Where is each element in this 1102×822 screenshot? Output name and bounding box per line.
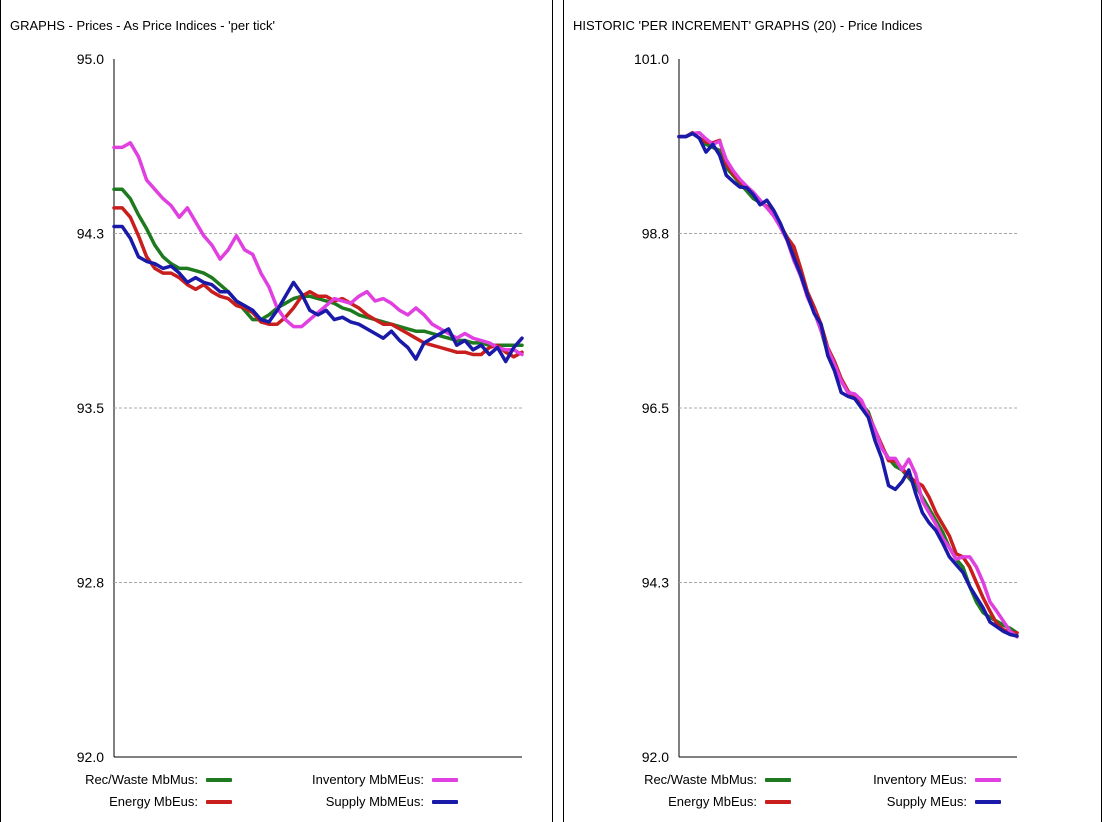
right-chart-panel: HISTORIC 'PER INCREMENT' GRAPHS (20) - P… [563,0,1102,822]
right-chart-svg: 101.0 98.8 96.5 94.3 92.0 [634,51,1019,765]
legend-swatch-recwaste [206,777,232,782]
legend-swatch-supply [975,799,1001,804]
left-chart-panel: GRAPHS - Prices - As Price Indices - 'pe… [0,0,553,822]
legend-swatch-supply [432,799,458,804]
series-line-supply [112,224,524,364]
y-tick-label: 94.3 [642,575,669,591]
legend-swatch-energy [765,799,791,804]
legend-item-recwaste: Rec/Waste MbMus: [644,772,791,787]
y-tick-label: 93.5 [77,400,104,416]
legend-label: Supply MEus: [886,794,967,809]
legend: Rec/Waste MbMus: Inventory MbMEus: Energ… [1,762,552,822]
legend-swatch-recwaste [765,777,791,782]
legend-swatch-energy [206,799,232,804]
y-tick-label: 98.8 [642,226,669,242]
chart-title: HISTORIC 'PER INCREMENT' GRAPHS (20) - P… [573,18,923,33]
panel-gutter [553,0,563,822]
legend-item-energy: Energy MbEus: [109,794,232,809]
legend-item-inventory: Inventory MEus: [873,772,1001,787]
y-tick-label: 94.3 [77,226,104,242]
legend-swatch-inventory [432,777,458,782]
y-tick-label: 92.0 [642,749,669,765]
legend-swatch-inventory [975,777,1001,782]
y-tick-label: 101.0 [634,51,669,67]
left-chart-svg: 95.0 94.3 93.5 92.8 92.0 [77,51,524,765]
y-tick-label: 95.0 [77,51,104,67]
legend-item-inventory: Inventory MbMEus: [312,772,458,787]
y-tick-label: 96.5 [642,400,669,416]
legend-label: Energy MbEus: [109,794,198,809]
legend-item-supply: Supply MEus: [887,794,1001,809]
legend: Rec/Waste MbMus: Inventory MEus: Energy … [564,762,1101,822]
legend-label: Inventory MEus: [873,772,967,787]
legend-item-supply: Supply MbMEus: [326,794,458,809]
series-line-inventory [677,130,1019,639]
legend-label: Energy MbEus: [668,794,757,809]
chart-title: GRAPHS - Prices - As Price Indices - 'pe… [10,18,276,33]
y-tick-label: 92.8 [77,575,104,591]
legend-label: Rec/Waste MbMus: [644,772,757,787]
legend-item-recwaste: Rec/Waste MbMus: [85,772,232,787]
series-line-energy [112,206,524,359]
legend-label: Inventory MbMEus: [312,772,424,787]
legend-item-energy: Energy MbEus: [668,794,791,809]
series-line-supply [677,131,1019,638]
legend-label: Rec/Waste MbMus: [85,772,198,787]
legend-label: Supply MbMEus: [325,794,424,809]
y-tick-label: 92.0 [77,749,104,765]
